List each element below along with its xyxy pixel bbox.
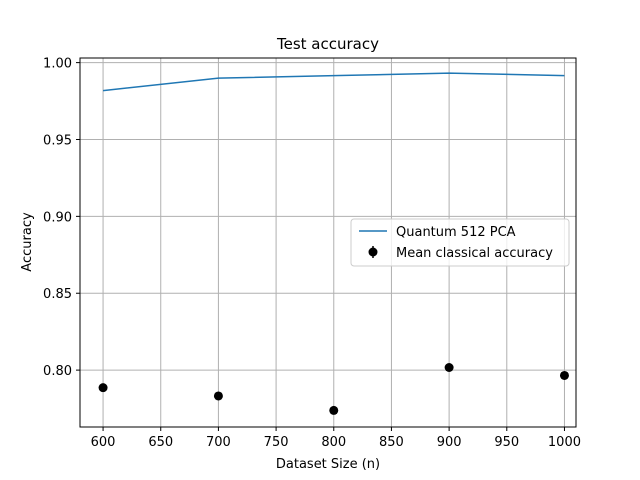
data-point-classical [444, 362, 454, 372]
x-axis-label: Dataset Size (n) [276, 457, 380, 472]
y-tick-label: 0.85 [43, 287, 72, 302]
chart-title: Test accuracy [276, 35, 379, 53]
data-point-classical [213, 391, 223, 401]
y-axis-ticks: 0.80 0.85 0.90 0.95 1.00 [43, 57, 80, 379]
x-tick-label: 750 [264, 435, 289, 450]
x-tick-label: 600 [91, 435, 116, 450]
x-tick-label: 950 [494, 435, 519, 450]
x-tick-label: 800 [321, 435, 346, 450]
plot-frame [79, 57, 577, 428]
data-point-classical [329, 405, 339, 415]
data-point-classical [559, 370, 569, 380]
legend-entry-classical: Mean classical accuracy [396, 246, 553, 261]
data-point-classical [98, 383, 108, 393]
y-tick-label: 0.95 [43, 133, 72, 148]
x-axis-ticks: 600 650 700 750 800 850 900 950 1000 [91, 427, 581, 450]
x-tick-label: 650 [148, 435, 173, 450]
y-tick-label: 1.00 [43, 57, 72, 72]
legend-marker-sample [368, 247, 378, 257]
y-axis-label: Accuracy [20, 212, 35, 272]
x-tick-label: 850 [379, 435, 404, 450]
x-tick-label: 900 [437, 435, 462, 450]
legend-entry-quantum: Quantum 512 PCA [396, 225, 516, 240]
y-tick-label: 0.80 [43, 364, 72, 379]
legend-box [350, 218, 570, 267]
x-tick-label: 1000 [548, 435, 581, 450]
plot-series [98, 72, 569, 415]
x-tick-label: 700 [206, 435, 231, 450]
y-tick-label: 0.90 [43, 210, 72, 225]
series-line-quantum [102, 72, 565, 92]
legend: Quantum 512 PCA Mean classical accuracy [350, 218, 570, 267]
